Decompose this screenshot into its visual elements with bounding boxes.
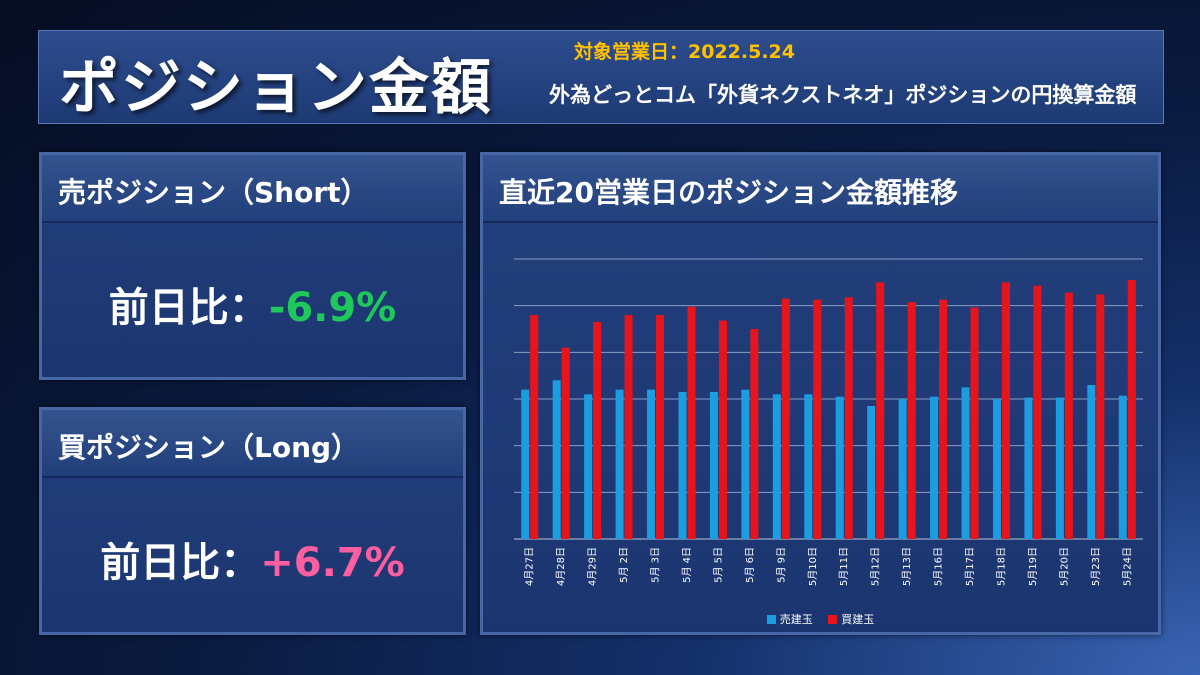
x-tick-label: 5月12日 (870, 547, 882, 586)
bar-short (930, 396, 939, 539)
x-tick-label: 5月 3日 (650, 547, 662, 583)
bar-short (804, 394, 813, 539)
short-position-panel: 売ポジション（Short） 前日比：-6.9% (39, 152, 466, 380)
bar-long (844, 297, 853, 539)
x-tick-label: 5月 6日 (744, 547, 756, 583)
bar-short (709, 392, 718, 539)
page-title: ポジション金額 (59, 53, 493, 123)
bar-long (1127, 280, 1136, 539)
x-tick-label: 5月11日 (838, 547, 850, 586)
x-tick-label: 4月28日 (555, 547, 567, 586)
legend-swatch-short (766, 615, 776, 624)
page-subtitle: 外為どっとコム「外貨ネクストネオ」ポジションの円換算金額 (549, 83, 1137, 107)
x-tick-label: 5月24日 (1121, 547, 1133, 586)
legend-label-long: 買建玉 (841, 613, 875, 626)
bar-long (656, 315, 665, 539)
bar-long (1001, 282, 1010, 539)
short-ratio-value: -6.9% (268, 285, 397, 331)
bar-short (678, 392, 687, 539)
chart-panel: 直近20営業日のポジション金額推移 4月27日 4月28日 4月29日 5月 2日 5月… (480, 152, 1161, 635)
x-tick-label: 5月13日 (901, 547, 913, 586)
bar-short (772, 394, 781, 539)
short-ratio-row: 前日比：-6.9% (42, 275, 463, 333)
bar-long (530, 315, 539, 539)
bar-long (1096, 294, 1105, 539)
x-tick-label: 5月20日 (1058, 547, 1070, 586)
target-date: 対象営業日：2022.5.24 (574, 41, 795, 63)
x-tick-label: 5月 2日 (618, 547, 630, 583)
legend-swatch-long (828, 615, 838, 624)
long-position-panel: 買ポジション（Long） 前日比：+6.7% (39, 407, 466, 635)
bar-short (647, 389, 656, 539)
x-tick-label: 5月 9日 (775, 547, 787, 583)
bar-long (1064, 292, 1073, 539)
chart-legend: 売建玉 買建玉 (483, 611, 1158, 627)
bar-long (687, 306, 696, 539)
bar-long (1033, 285, 1042, 539)
bar-long (718, 320, 727, 539)
bar-short (1118, 395, 1127, 539)
bar-short (835, 396, 844, 539)
long-ratio-row: 前日比：+6.7% (42, 530, 463, 588)
chart-title: 直近20営業日のポジション金額推移 (499, 176, 958, 209)
bar-short (1055, 397, 1064, 539)
legend-item-long: 買建玉 (828, 611, 874, 627)
bar-long (939, 299, 948, 539)
long-ratio-value: +6.7% (260, 540, 405, 586)
bar-short (961, 387, 970, 539)
bar-long (624, 315, 633, 539)
bar-long (750, 329, 759, 539)
bar-long (813, 299, 822, 539)
bar-short (552, 380, 561, 539)
bar-short (584, 394, 593, 539)
position-chart: 4月27日 4月28日 4月29日 5月 2日 5月 3日 5月 4日 5月 5日 5月 6日… (514, 258, 1143, 586)
legend-label-short: 売建玉 (779, 613, 813, 626)
x-tick-label: 5月18日 (995, 547, 1007, 586)
x-tick-label: 5月16日 (933, 547, 945, 586)
bar-short (898, 399, 907, 539)
short-panel-header: 売ポジション（Short） (42, 155, 463, 223)
bar-long (561, 347, 570, 539)
bar-short (521, 389, 530, 539)
x-tick-label: 4月27日 (524, 547, 536, 586)
x-tick-label: 5月10日 (807, 547, 819, 586)
bar-short (867, 406, 876, 539)
bar-short (1024, 397, 1033, 539)
long-panel-header: 買ポジション（Long） (42, 410, 463, 478)
bar-short (992, 399, 1001, 539)
bar-long (970, 307, 979, 539)
short-ratio-label: 前日比： (108, 285, 269, 331)
header-banner: ポジション金額 対象営業日：2022.5.24 外為どっとコム「外貨ネクストネオ… (38, 30, 1164, 124)
x-tick-label: 5月17日 (964, 547, 976, 586)
x-tick-label: 5月23日 (1090, 547, 1102, 586)
chart-panel-header: 直近20営業日のポジション金額推移 (483, 155, 1158, 223)
x-tick-label: 5月 5日 (712, 547, 724, 583)
bar-long (907, 301, 916, 539)
bar-long (876, 282, 885, 539)
bar-short (1087, 385, 1096, 539)
bar-long (593, 322, 602, 539)
bar-short (615, 389, 624, 539)
x-tick-label: 4月29日 (587, 547, 599, 586)
bar-short (741, 389, 750, 539)
bar-long (781, 298, 790, 539)
x-tick-label: 5月19日 (1027, 547, 1039, 586)
long-panel-title: 買ポジション（Long） (58, 431, 360, 464)
x-tick-label: 5月 4日 (681, 547, 693, 583)
short-panel-title: 売ポジション（Short） (58, 176, 369, 209)
legend-item-short: 売建玉 (766, 611, 813, 627)
long-ratio-label: 前日比： (100, 540, 261, 586)
